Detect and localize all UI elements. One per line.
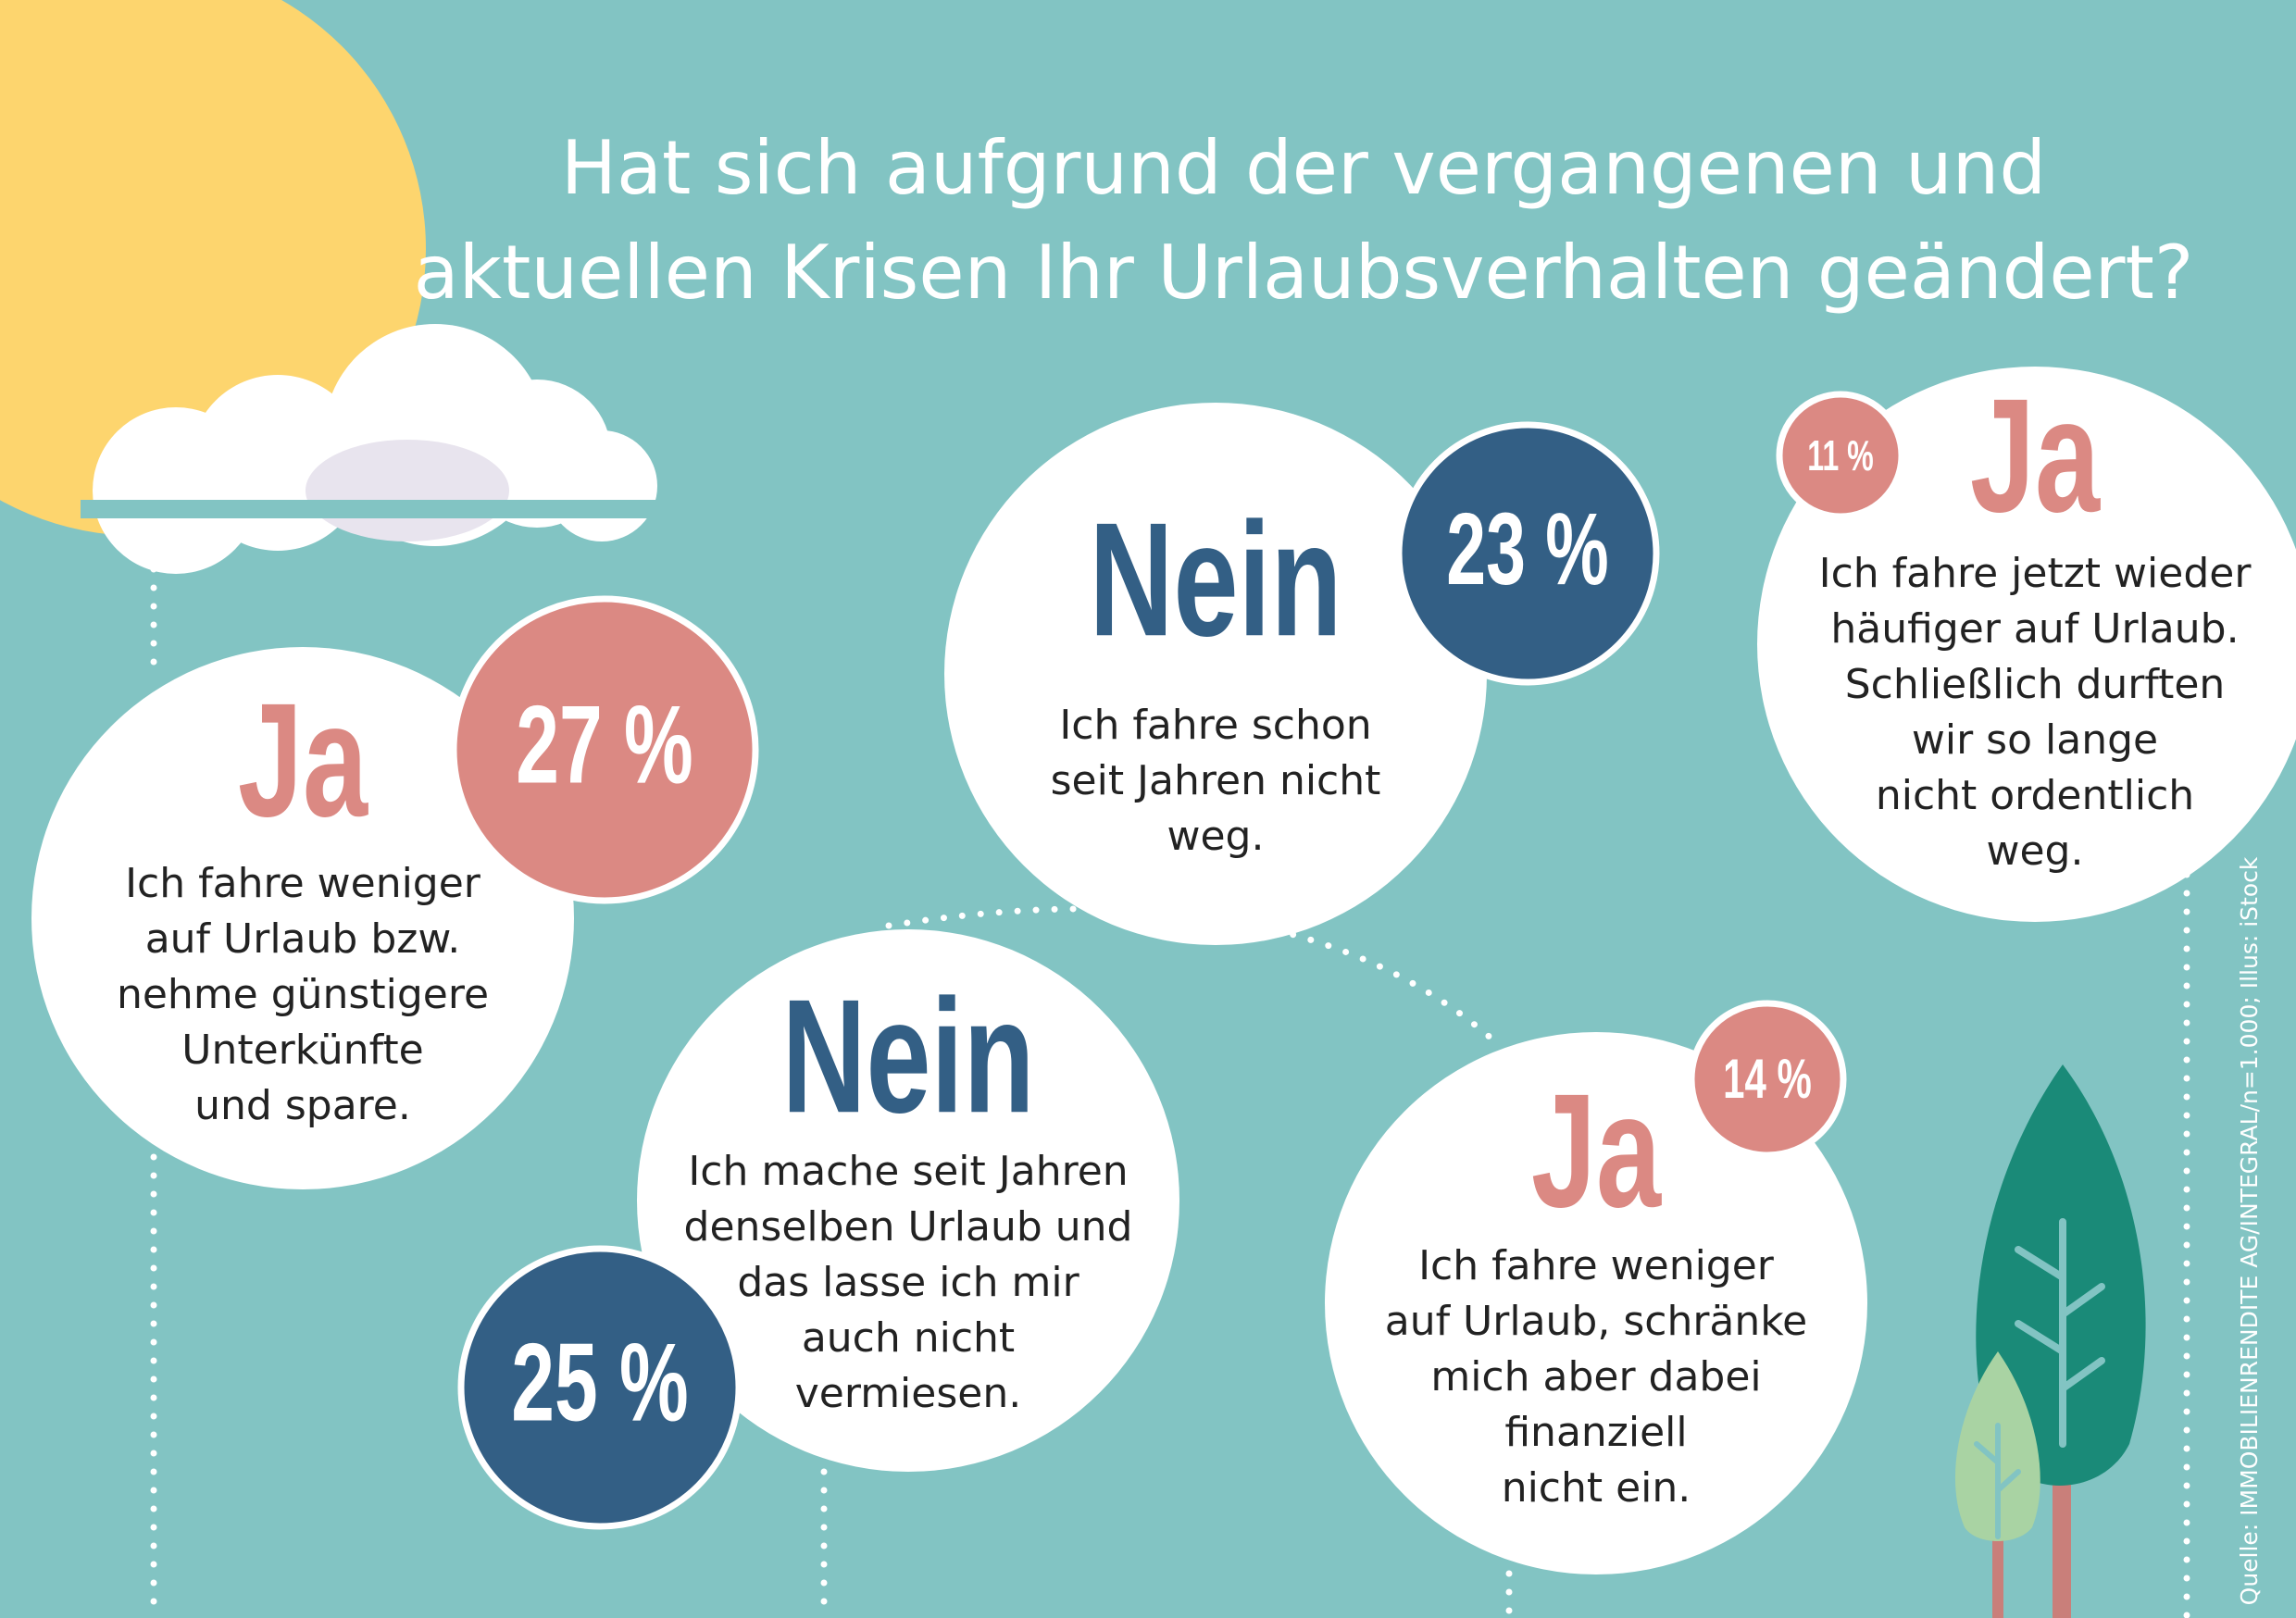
answer-text: Unterkünfte <box>181 1027 423 1074</box>
title: Hat sich aufgrund der vergangenen und ak… <box>414 125 2194 316</box>
answer-text: nicht ein. <box>1502 1464 1691 1512</box>
bubble <box>31 647 574 1189</box>
answer: Ja <box>1531 1061 1662 1241</box>
answer-group: Nein <box>781 966 1034 1147</box>
answer-group: Ja <box>1531 1061 1662 1241</box>
answer-text: wir so lange <box>1912 716 2158 764</box>
answer-text: nicht ordentlich <box>1876 772 2194 819</box>
answer-text: denselben Urlaub und <box>684 1203 1133 1251</box>
bubble <box>1757 367 2296 922</box>
percent-badge <box>1688 1000 1847 1159</box>
bubble <box>1325 1032 1867 1574</box>
percent-group: 14 % <box>1723 1047 1812 1109</box>
percent-badge <box>457 1245 742 1530</box>
answer-text: seit Jahren nicht <box>1051 757 1381 804</box>
answer-group: Nein <box>1089 490 1341 670</box>
percent-group: 23 % <box>1446 493 1609 607</box>
answer-text: Ich fahre weniger <box>1418 1242 1775 1289</box>
answer-text: Ich mache seit Jahren <box>688 1148 1128 1195</box>
percent-badge <box>450 595 759 904</box>
answer-text: auf Urlaub bzw. <box>145 915 461 963</box>
title-line: aktuellen Krisen Ihr Urlaubsverhalten ge… <box>414 230 2194 316</box>
answer-text: weg. <box>1987 828 2084 875</box>
answer-text: Ich fahre jetzt wieder <box>1819 550 2252 597</box>
percent: 14 % <box>1723 1047 1812 1109</box>
answer-text: vermiesen. <box>795 1370 1021 1417</box>
answer-text: Ich fahre schon <box>1059 702 1371 749</box>
answer: Ja <box>238 670 368 851</box>
answer-text: das lasse ich mir <box>737 1259 1079 1306</box>
answer-text: nehme günstigere <box>117 971 489 1018</box>
answer-text: Schließlich durften <box>1845 661 2226 708</box>
answer-text: finanziell <box>1504 1409 1687 1456</box>
answer: Ja <box>1970 366 2101 546</box>
dotted-lines <box>150 547 2190 1618</box>
source: Quelle: IMMOBILIENRENDITE AG/INTEGRAL/n=… <box>2236 856 2263 1605</box>
answer-text: auch nicht <box>802 1314 1015 1362</box>
percent-group: 25 % <box>511 1320 688 1444</box>
answer: Nein <box>781 966 1034 1147</box>
title-line: Hat sich aufgrund der vergangenen und <box>561 125 2046 211</box>
percent: 27 % <box>516 682 693 806</box>
bubble <box>637 929 1179 1472</box>
answer-text: mich aber dabei <box>1430 1353 1761 1400</box>
answer: Nein <box>1089 490 1341 670</box>
answer-text: und spare. <box>194 1082 411 1129</box>
percent: 11 % <box>1807 433 1874 480</box>
cloud <box>81 324 667 574</box>
percent-group: 27 % <box>516 682 693 806</box>
bubble <box>944 403 1487 945</box>
answer-text: weg. <box>1167 813 1265 860</box>
answer-bubble: Ja Ich fahre weniger auf Urlaub bzw. nehme … <box>31 595 759 1189</box>
answer-group: Ja <box>1970 366 2101 546</box>
percent: 23 % <box>1446 493 1609 607</box>
percent: 25 % <box>511 1320 688 1444</box>
percent-badge <box>1395 421 1660 686</box>
trees <box>1954 1064 2146 1618</box>
answer-group: Ja <box>238 670 368 851</box>
answer-text: häufiger auf Urlaub. <box>1830 605 2239 653</box>
percent-group: 11 % <box>1807 433 1874 480</box>
answer-bubble: Nein Ich fahre schon seit Jahren nicht weg.… <box>944 403 1660 945</box>
answer-text: auf Urlaub, schränke <box>1385 1298 1808 1345</box>
answer-text: Ich fahre weniger <box>125 860 481 907</box>
percent-badge <box>1776 391 1905 520</box>
